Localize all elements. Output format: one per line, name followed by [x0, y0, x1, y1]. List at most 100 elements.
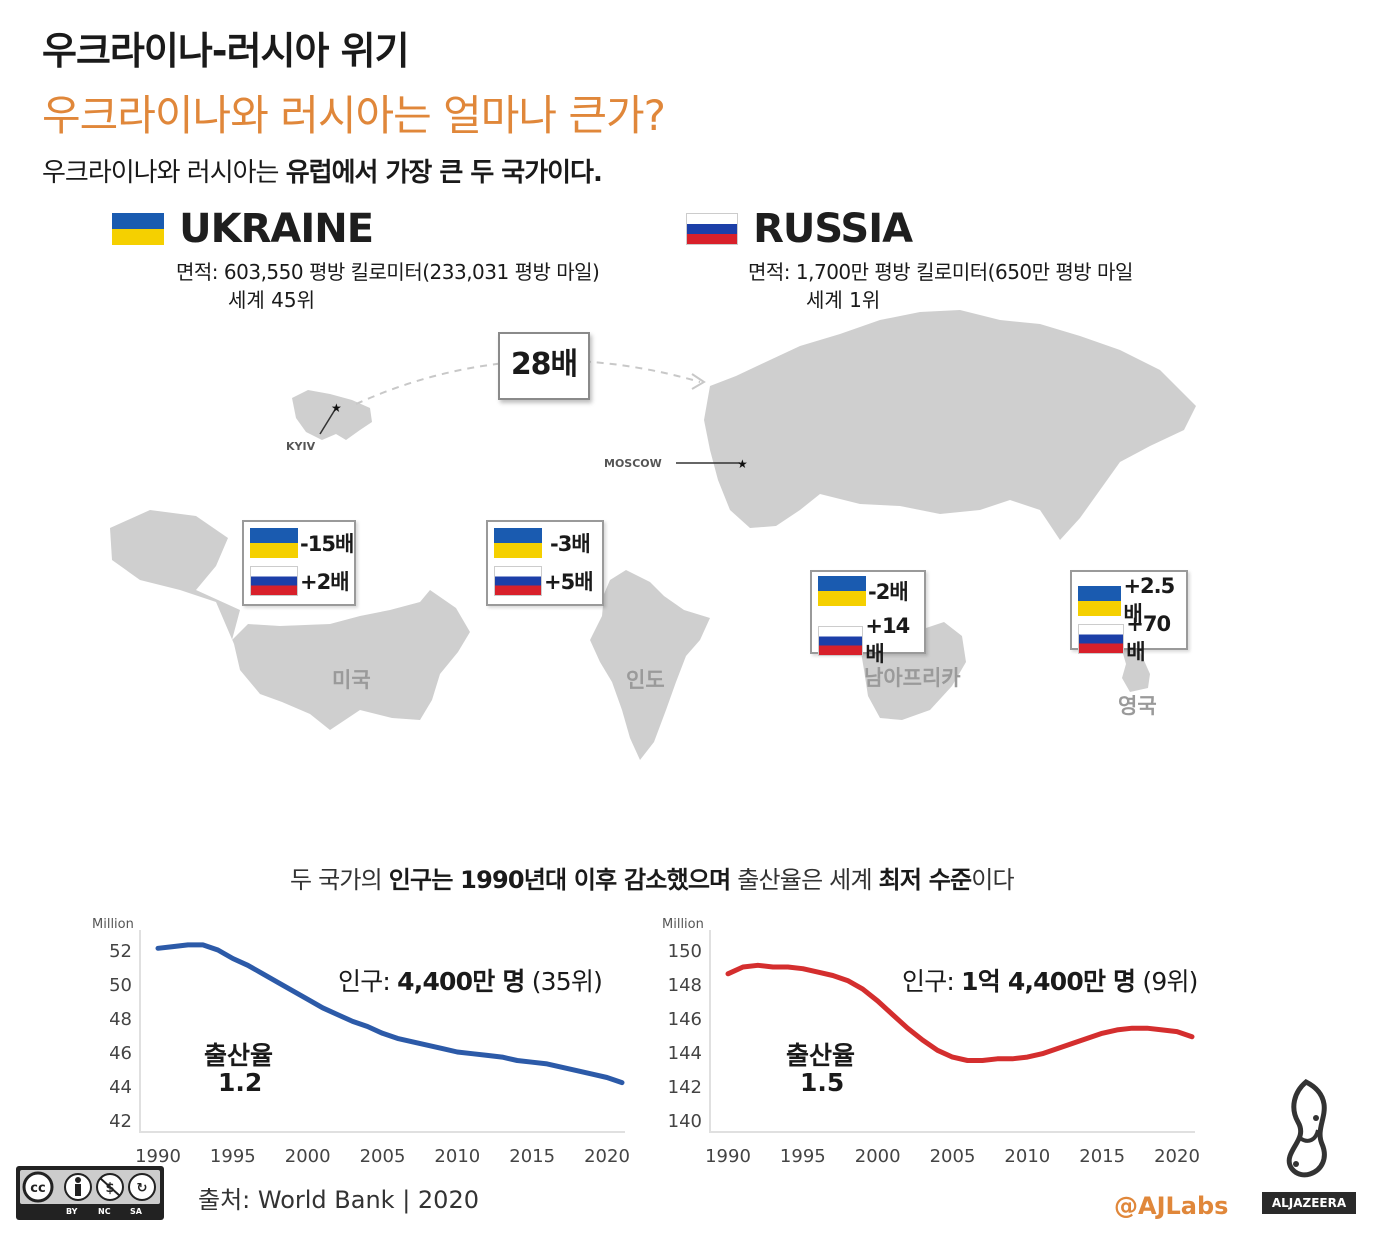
ukraine-flag-icon — [250, 528, 298, 558]
y-tick-label: 42 — [109, 1111, 132, 1132]
cc-nc-label: NC — [98, 1207, 111, 1216]
ukraine-population-label: 인구: 4,400만 명 (35위) — [338, 962, 603, 998]
cc-by-label: BY — [66, 1207, 78, 1216]
y-axis-unit-label: Million — [662, 917, 704, 932]
y-tick-label: 50 — [109, 975, 132, 996]
ukraine-fertility-value: 1.2 — [218, 1068, 263, 1097]
axis-frame — [709, 930, 1195, 1133]
ukraine-flag-icon — [494, 528, 542, 558]
x-tick-label: 2020 — [1154, 1146, 1200, 1167]
y-tick-label: 48 — [109, 1009, 132, 1030]
ukraine-fertility-label: 출산율 — [204, 1041, 274, 1070]
page-title: 우크라이나-러시아 위기 — [42, 29, 410, 73]
y-tick-label: 140 — [668, 1111, 702, 1132]
russia-population-line — [725, 962, 1195, 1063]
comparison-box-usa: -15배 +2배 — [242, 520, 356, 606]
x-tick-label: 1995 — [780, 1146, 826, 1167]
y-tick-label: 150 — [668, 941, 702, 962]
kyiv-label: KYIV — [286, 440, 316, 453]
note-part-1: 두 국가의 — [290, 866, 389, 894]
y-tick-label: 52 — [109, 941, 132, 962]
india-label: 인도 — [626, 668, 665, 692]
x-tick-label: 1990 — [135, 1146, 181, 1167]
russia-area: 면적: 1,700만 평방 킬로미터(650만 평방 마일 — [748, 260, 1133, 284]
cc-sa-label: SA — [130, 1207, 142, 1216]
usa-shape — [110, 510, 470, 730]
note-bold-2: 최저 수준 — [878, 866, 972, 894]
ukraine-flag-icon — [112, 213, 164, 245]
ukraine-name: UKRAINE — [179, 206, 374, 252]
russia-flag-icon — [494, 566, 542, 596]
y-tick-label: 146 — [668, 1009, 702, 1030]
russia-fertility-label: 출산율 — [786, 1041, 856, 1070]
svg-text:$: $ — [105, 1181, 114, 1196]
uk-russia-value: +70배 — [1126, 612, 1171, 664]
ukraine-pop-prefix: 인구: — [338, 967, 398, 996]
russia-header: RUSSIA — [686, 206, 913, 252]
svg-text:cc: cc — [30, 1181, 45, 1196]
intro-text: 우크라이나와 러시아는 유럽에서 가장 큰 두 국가이다. — [42, 152, 603, 189]
kyiv-star-icon: ★ — [331, 401, 342, 415]
aljazeera-logo-icon — [1286, 1079, 1327, 1178]
comparison-box-south-africa: -2배 +14배 — [810, 570, 926, 666]
x-tick-label: 1995 — [210, 1146, 256, 1167]
ukraine-flag-icon — [818, 576, 866, 606]
uk-label: 영국 — [1118, 694, 1157, 718]
india-russia-value: +5배 — [544, 570, 594, 594]
svg-text:↻: ↻ — [137, 1181, 148, 1196]
y-axis-unit-label: Million — [92, 917, 134, 932]
russia-flag-icon — [1078, 624, 1125, 654]
ukraine-population-line — [155, 942, 625, 1086]
x-tick-label: 2010 — [434, 1146, 480, 1167]
y-tick-label: 44 — [109, 1077, 132, 1098]
x-tick-label: 2000 — [285, 1146, 331, 1167]
x-tick-label: 2005 — [360, 1146, 406, 1167]
aljazeera-wordmark: ALJAZEERA — [1262, 1192, 1356, 1214]
russia-pop-rank: (9위) — [1135, 967, 1198, 996]
comparison-box-india: -3배 +5배 — [486, 520, 604, 606]
south-africa-russia-value: +14배 — [865, 614, 910, 666]
south-africa-label: 남아프리카 — [864, 666, 961, 690]
x-tick-label: 2005 — [930, 1146, 976, 1167]
uk-shape — [1122, 642, 1150, 692]
india-shape — [590, 570, 710, 760]
russia-flag-icon — [686, 213, 738, 245]
x-tick-label: 2015 — [509, 1146, 555, 1167]
page-subtitle: 우크라이나와 러시아는 얼마나 큰가? — [42, 91, 666, 140]
y-tick-label: 144 — [668, 1043, 702, 1064]
russia-population-label: 인구: 1억 4,400만 명 (9위) — [902, 962, 1198, 998]
x-tick-label: 2000 — [855, 1146, 901, 1167]
comparison-box-uk: +2.5배 +70배 — [1070, 570, 1188, 664]
world-map: ★ ★ — [110, 310, 1196, 760]
russia-pop-prefix: 인구: — [902, 967, 962, 996]
note-bold-1: 인구는 1990년대 이후 감소했으며 — [388, 866, 731, 894]
usa-ukraine-value: -15배 — [300, 532, 354, 556]
intro-bold: 유럽에서 가장 큰 두 국가이다. — [285, 158, 603, 188]
x-tick-label: 2015 — [1079, 1146, 1125, 1167]
ajlabs-handle[interactable]: @AJLabs — [1114, 1192, 1229, 1220]
russia-name: RUSSIA — [753, 206, 913, 252]
note-part-3: 이다 — [971, 866, 1014, 894]
ukraine-pop-value: 4,400만 명 — [397, 967, 525, 996]
population-note: 두 국가의 인구는 1990년대 이후 감소했으며 출산율은 세계 최저 수준이… — [290, 860, 1015, 895]
russia-shape — [704, 310, 1196, 540]
moscow-label: MOSCOW — [604, 457, 662, 470]
ukraine-pop-rank: (35위) — [524, 967, 603, 996]
moscow-star-icon: ★ — [737, 457, 748, 471]
ukraine-area: 면적: 603,550 평방 킬로미터(233,031 평방 마일) — [176, 260, 600, 284]
usa-russia-value: +2배 — [300, 570, 350, 594]
south-africa-ukraine-value: -2배 — [868, 580, 909, 604]
russia-flag-icon — [818, 626, 864, 656]
uk-ukraine-value: +2.5배 — [1123, 574, 1175, 626]
note-part-2: 출산율은 세계 — [730, 866, 879, 894]
arc-arrowhead-icon — [691, 373, 706, 390]
cc-license-icon: cc $ ↻ — [20, 1170, 160, 1204]
ukraine-header: UKRAINE — [112, 206, 374, 252]
russia-rank: 세계 1위 — [806, 288, 881, 312]
y-tick-label: 46 — [109, 1043, 132, 1064]
x-tick-label: 2010 — [1004, 1146, 1050, 1167]
size-ratio-box: 28배 — [498, 332, 590, 400]
ukraine-rank: 세계 45위 — [228, 288, 316, 312]
